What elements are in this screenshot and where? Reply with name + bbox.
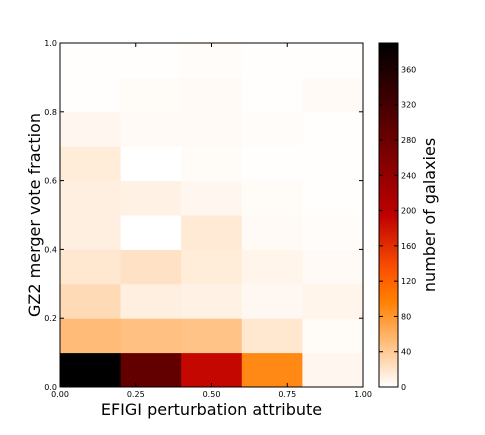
heatmap-cell [181,283,243,319]
heatmap-cell [302,146,364,182]
colorbar-tick-label: 280 [401,136,416,145]
heatmap-cell [60,146,122,182]
heatmap-cell [302,180,364,216]
y-tick-label: 1.0 [44,39,57,48]
heatmap-cell [241,146,303,182]
colorbar-tick-label: 120 [401,277,416,286]
x-tick-label: 0.00 [51,390,69,399]
heatmap-cell [241,77,303,113]
heatmap-cell [60,283,122,319]
heatmap-cell [60,77,122,113]
x-axis-title: EFIGI perturbation attribute [101,400,322,419]
heatmap-cell [241,352,303,388]
heatmap-cell [120,43,182,78]
heatmap-cell [302,43,364,78]
y-tick-label: 0.8 [44,108,57,117]
y-tick-label: 0.6 [44,177,57,186]
y-tick-label: 0.4 [44,245,57,254]
heatmap-cell [241,318,303,354]
colorbar-tick-label: 80 [401,312,411,321]
heatmap-cell [241,43,303,78]
heatmap-cell [241,283,303,319]
heatmap-cell [302,111,364,147]
colorbar-tick-label: 0 [401,383,406,392]
colorbar [378,42,399,388]
x-tick-label: 0.25 [127,390,145,399]
heatmap-cell [181,318,243,354]
heatmap-cell [120,249,182,285]
heatmap-cell [181,43,243,78]
heatmap-cell [60,318,122,354]
plot-frame [59,42,364,388]
heatmap-cell [120,111,182,147]
x-tick-label: 0.50 [203,390,221,399]
plot-area [60,43,364,388]
colorbar-tick-label: 320 [401,101,416,110]
heatmap-cell [302,318,364,354]
heatmap-cell [302,77,364,113]
heatmap-cell [120,77,182,113]
heatmap-cell [60,249,122,285]
heatmap-cell [181,146,243,182]
heatmap-cell [60,111,122,147]
heatmap-cell [181,77,243,113]
heatmap-cell [241,249,303,285]
heatmap-cell [120,215,182,250]
heatmap-cell [181,215,243,250]
heatmap-cell [60,180,122,216]
heatmap-cell [120,180,182,216]
heatmap-cell [302,215,364,250]
heatmap-cell [241,215,303,250]
colorbar-tick-label: 200 [401,207,416,216]
colorbar-title: number of galaxies [420,138,439,292]
x-tick-label: 0.75 [278,390,296,399]
colorbar-tick-label: 360 [401,65,416,74]
heatmap-cell [60,215,122,250]
colorbar-tick-label: 240 [401,171,416,180]
colorbar-tick-label: 160 [401,242,416,251]
heatmap-cell [120,283,182,319]
colorbar-ticks: 0 40 80 120 160 200 240 280 320 360 [379,65,416,392]
heatmap-cell [120,146,182,182]
heatmap-cell [181,352,243,388]
heatmap-cell [241,111,303,147]
heatmap-cell [120,352,182,388]
heatmap-cell [302,249,364,285]
heatmap-cell [181,111,243,147]
heatmap-cell [181,180,243,216]
heatmap-cell [60,43,122,78]
heatmap-cell [120,318,182,354]
y-axis-title: GZ2 merger vote fraction [25,113,44,317]
y-tick-label: 0.0 [44,383,57,392]
x-tick-label: 1.00 [354,390,372,399]
y-tick-label: 0.2 [44,314,57,323]
heatmap-cell [60,352,122,388]
colorbar-tick-label: 40 [401,348,411,357]
heatmap-cell [241,180,303,216]
heatmap-cell [181,249,243,285]
heatmap-cell [302,283,364,319]
heatmap-cell [302,352,364,388]
